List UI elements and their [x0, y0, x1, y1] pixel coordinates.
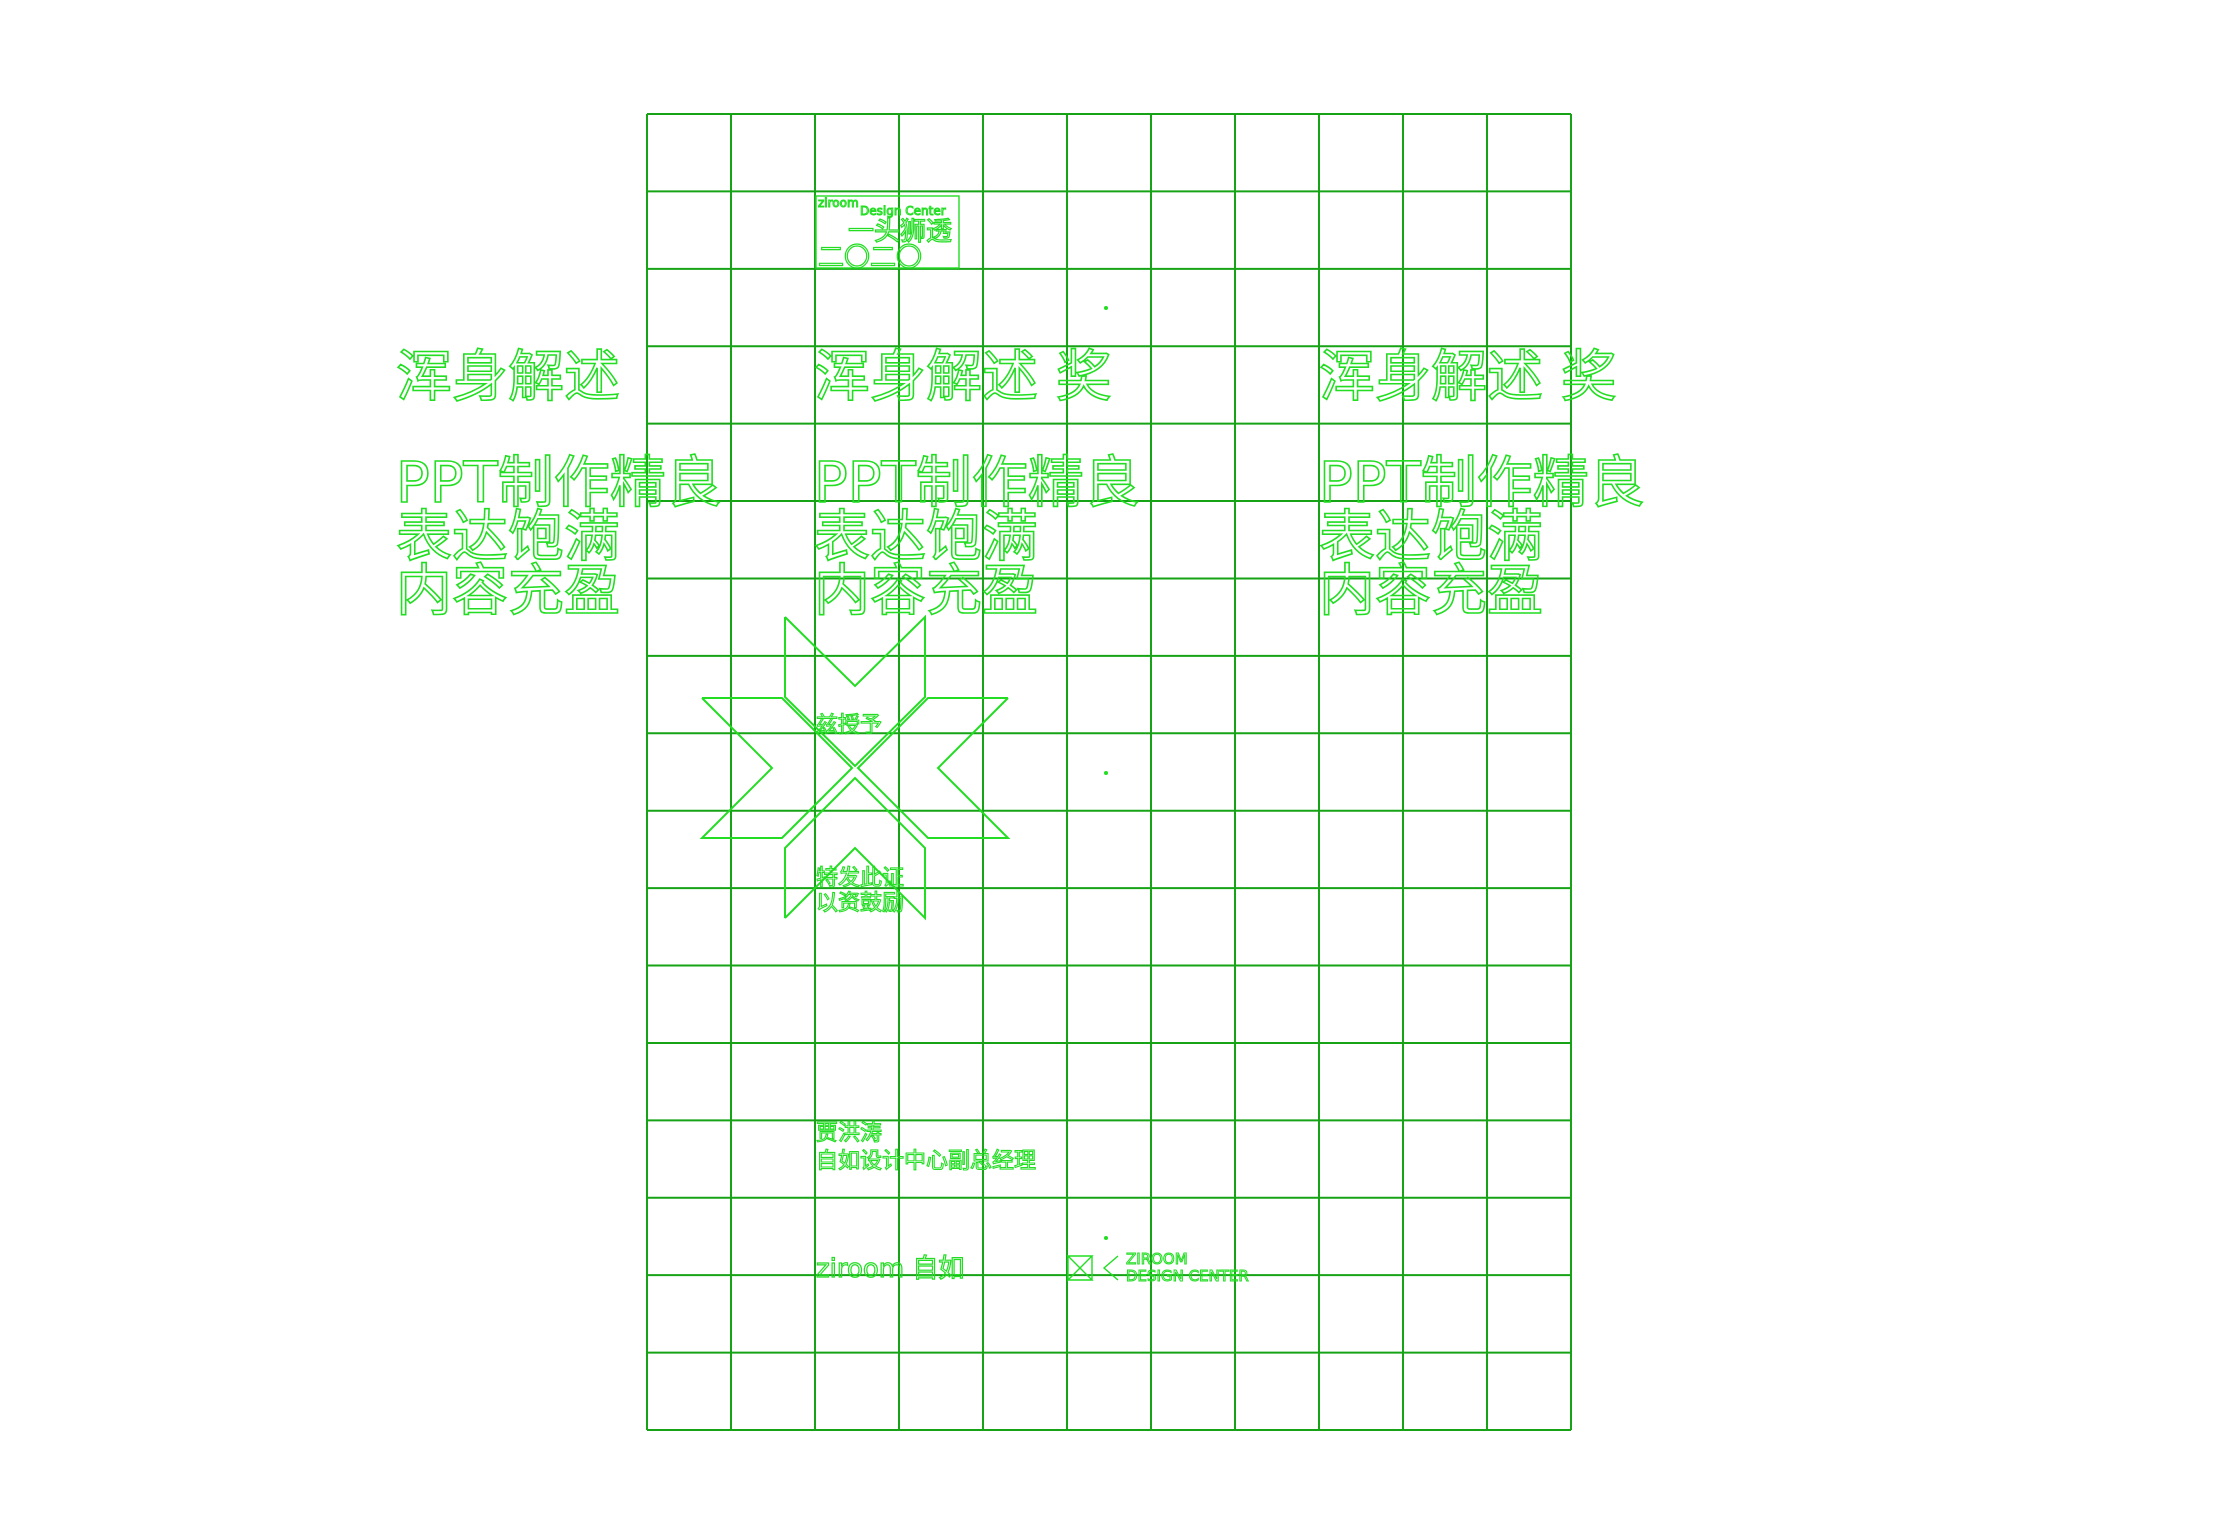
- block-line: PPT制作精良: [814, 451, 1140, 516]
- signer-title: 自如设计中心副总经理: [816, 1149, 1036, 1174]
- block-line: 表达饱满: [1319, 505, 1543, 570]
- badge-subtitle: Design Center: [860, 204, 946, 218]
- marker-dot: [1104, 306, 1108, 310]
- emblem-bottom-chevron: [784, 776, 926, 921]
- grantee-label: 兹授予: [816, 713, 882, 738]
- badge-year: 二〇二〇: [818, 243, 922, 273]
- x-emblem: 兹授予 特发此证 以资鼓励: [699, 614, 1011, 921]
- badge-brand: ziroom: [818, 196, 859, 210]
- block-heading: 浑身解述: [396, 345, 620, 410]
- block-line: 表达饱满: [814, 505, 1038, 570]
- marker-dot: [1104, 1236, 1108, 1240]
- text-block-left: 浑身解述 PPT制作精良 表达饱满 内容充盈: [395, 344, 722, 625]
- ziroom-logo: ziroom 自如: [816, 1254, 964, 1284]
- design-center-line: ZIROOM: [1126, 1250, 1188, 1268]
- marker-dot: [1104, 771, 1108, 775]
- design-center-logo: ZIROOM DESIGN CENTER: [1066, 1250, 1249, 1286]
- badge-frame: [815, 195, 960, 269]
- cert-line: 特发此证: [816, 866, 904, 891]
- badge-title: 一头狮透: [848, 217, 952, 247]
- emblem-left-chevron: [699, 697, 854, 839]
- block-line: 内容充盈: [1319, 559, 1543, 624]
- block-heading: 浑身解述 奖: [814, 345, 1112, 410]
- emblem-right-chevron: [856, 697, 1011, 839]
- block-line: 表达饱满: [396, 505, 620, 570]
- layout-grid: [646, 113, 1572, 1431]
- block-line: 内容充盈: [396, 559, 620, 624]
- badge-logo: ziroom Design Center 一头狮透 二〇二〇: [815, 195, 960, 274]
- signer: 贾洪涛 自如设计中心副总经理: [815, 1120, 1036, 1174]
- block-line: PPT制作精良: [396, 451, 722, 516]
- emblem-top-chevron: [784, 614, 926, 768]
- signer-name: 贾洪涛: [816, 1121, 882, 1146]
- cert-line: 以资鼓励: [816, 891, 904, 916]
- footer-logos: ziroom 自如 ZIROOM DESIGN CENTER: [815, 1250, 1249, 1286]
- design-center-mark-icon: [1066, 1255, 1119, 1282]
- block-heading: 浑身解述 奖: [1319, 345, 1617, 410]
- design-center-line: DESIGN CENTER: [1126, 1267, 1249, 1285]
- block-line: 内容充盈: [814, 559, 1038, 624]
- text-block-center: 浑身解述 奖 PPT制作精良 表达饱满 内容充盈: [813, 344, 1140, 625]
- block-line: PPT制作精良: [1319, 451, 1645, 516]
- text-block-right: 浑身解述 奖 PPT制作精良 表达饱满 内容充盈: [1318, 344, 1645, 625]
